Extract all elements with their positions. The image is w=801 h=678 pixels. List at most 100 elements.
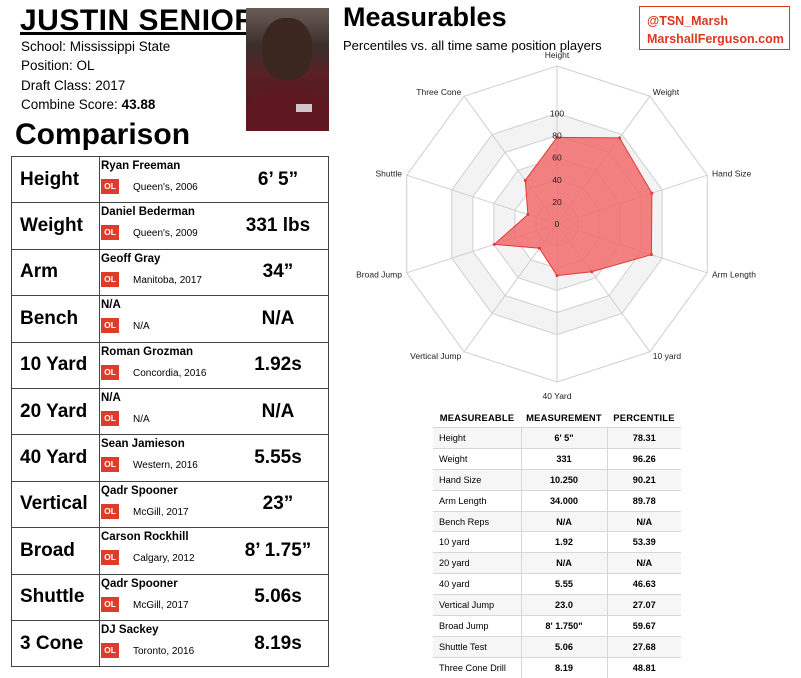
header-measurement: MEASUREMENT xyxy=(526,411,602,423)
comparison-player-cell: DJ Sackey OL Toronto, 2016 xyxy=(99,619,228,668)
radar-axis-label: 10 yard xyxy=(653,351,682,361)
position-badge: OL xyxy=(101,457,119,473)
comparison-player-cell: Qadr Spooner OL McGill, 2017 xyxy=(99,573,228,621)
comparison-player-name: Daniel Bederman xyxy=(101,206,195,219)
comparison-player-cell: Qadr Spooner OL McGill, 2017 xyxy=(99,480,228,529)
position-badge: OL xyxy=(101,364,119,380)
comparison-player-name: Qadr Spooner xyxy=(101,577,178,590)
measurement-name: Bench Reps xyxy=(433,510,521,532)
comparison-player-cell: Geoff Gray OL Manitoba, 2017 xyxy=(99,248,228,297)
measurement-percentile: 53.39 xyxy=(607,531,681,553)
comparison-row: Bench N/A OL N/A N/A xyxy=(11,295,329,343)
radar-axis-label: Weight xyxy=(653,87,680,97)
measurement-table-header: MEASUREABLE MEASUREMENT PERCENTILE xyxy=(433,407,681,428)
measurement-value: 6' 5" xyxy=(520,427,608,449)
credit-site: MarshallFerguson.com xyxy=(647,32,784,46)
measurement-row: Broad Jump 8' 1.750" 59.67 xyxy=(433,615,681,637)
combine-score-label: Combine Score: xyxy=(21,97,118,112)
comparison-value: 23” xyxy=(228,480,329,529)
comparison-metric-label: 40 Yard xyxy=(11,434,100,482)
player-photo xyxy=(246,8,329,131)
comparison-row: Shuttle Qadr Spooner OL McGill, 2017 5.06s xyxy=(11,573,329,621)
comparison-value: 1.92s xyxy=(228,341,329,389)
comparison-player-cell: Carson Rockhill OL Calgary, 2012 xyxy=(99,527,228,575)
measurement-row: Shuttle Test 5.06 27.68 xyxy=(433,635,681,658)
comparison-value: N/A xyxy=(228,387,329,436)
measurement-name: Arm Length xyxy=(433,489,521,512)
comparison-player-name: N/A xyxy=(101,299,121,312)
comparison-value: 331 lbs xyxy=(228,202,329,250)
measurement-row: Vertical Jump 23.0 27.07 xyxy=(433,594,681,616)
measurement-percentile: 27.07 xyxy=(607,594,681,616)
measurement-percentile: 89.78 xyxy=(607,489,681,512)
measurement-value: 10.250 xyxy=(520,468,608,491)
comparison-row: Broad Carson Rockhill OL Calgary, 2012 8’ 1.… xyxy=(11,527,329,575)
comparison-player-school: McGill, 2017 xyxy=(133,599,189,611)
radar-tick-label: 40 xyxy=(552,175,562,185)
measurement-name: Three Cone Drill xyxy=(433,656,521,678)
radar-chart: 0 20 40 60 80 100 Height Weight Hand Size Arm Len… xyxy=(356,50,756,401)
comparison-player-name: Geoff Gray xyxy=(101,252,161,265)
photo-head-shape xyxy=(262,18,312,80)
measurement-row: 40 yard 5.55 46.63 xyxy=(433,573,681,595)
position-badge: OL xyxy=(101,596,119,612)
measurement-name: 20 yard xyxy=(433,552,521,574)
comparison-metric-label: 3 Cone xyxy=(11,619,100,668)
radar-data-point xyxy=(555,135,559,139)
measurement-name: Vertical Jump xyxy=(433,594,521,616)
radar-data-point xyxy=(537,246,541,250)
radar-axis-label: Three Cone xyxy=(416,87,461,97)
measurement-row: Arm Length 34.000 89.78 xyxy=(433,489,681,512)
measurement-row: Hand Size 10.250 90.21 xyxy=(433,468,681,491)
comparison-title: Comparison xyxy=(15,118,191,151)
measurement-percentile: 78.31 xyxy=(607,427,681,449)
comparison-row: 10 Yard Roman Grozman OL Concordia, 2016 1.9… xyxy=(11,341,329,389)
comparison-value: 5.06s xyxy=(228,573,329,621)
radar-tick-label: 100 xyxy=(550,108,564,118)
comparison-player-school: N/A xyxy=(133,321,150,333)
measurement-row: 10 yard 1.92 53.39 xyxy=(433,531,681,553)
radar-tick-label: 80 xyxy=(552,131,562,141)
comparison-player-name: Roman Grozman xyxy=(101,345,194,358)
comparison-player-name: Sean Jamieson xyxy=(101,438,185,451)
player-school: School: Mississippi State xyxy=(21,39,171,54)
comparison-row: Weight Daniel Bederman OL Queen's, 2009 331 … xyxy=(11,202,329,250)
position-badge: OL xyxy=(101,550,119,566)
comparison-metric-label: Height xyxy=(11,155,100,204)
position-badge: OL xyxy=(101,410,119,426)
measurement-percentile: N/A xyxy=(607,510,681,532)
comparison-row: 40 Yard Sean Jamieson OL Western, 2016 5.55s xyxy=(11,434,329,482)
comparison-row: Arm Geoff Gray OL Manitoba, 2017 34” xyxy=(11,248,329,297)
comparison-metric-label: 20 Yard xyxy=(11,387,100,436)
measurement-value: N/A xyxy=(520,552,608,574)
measurement-value: 5.06 xyxy=(520,635,608,658)
comparison-value: 8.19s xyxy=(228,619,329,668)
radar-data-point xyxy=(650,191,654,195)
comparison-metric-label: Arm xyxy=(11,248,100,297)
radar-data-point xyxy=(526,213,530,217)
comparison-player-cell: N/A OL N/A xyxy=(99,387,228,436)
measurement-percentile: 46.63 xyxy=(607,573,681,595)
comparison-player-cell: Ryan Freeman OL Queen's, 2006 xyxy=(99,155,228,204)
comparison-player-school: Western, 2016 xyxy=(133,460,198,472)
measurement-name: 40 yard xyxy=(433,573,521,595)
comparison-player-school: Calgary, 2012 xyxy=(133,553,195,565)
comparison-metric-label: Weight xyxy=(11,202,100,250)
measurement-row: 20 yard N/A N/A xyxy=(433,552,681,574)
credit-box: @TSN_Marsh MarshallFerguson.com xyxy=(639,6,790,50)
position-badge: OL xyxy=(101,179,119,194)
measurement-value: 8' 1.750" xyxy=(520,615,608,637)
header-measureable: MEASUREABLE xyxy=(439,411,515,423)
measurement-row: Height 6' 5" 78.31 xyxy=(433,427,681,449)
credit-handle: @TSN_Marsh xyxy=(647,14,728,28)
comparison-player-school: McGill, 2017 xyxy=(133,506,189,518)
comparison-value: 5.55s xyxy=(228,434,329,482)
measurables-title: Measurables xyxy=(343,2,507,32)
comparison-metric-label: Bench xyxy=(11,295,100,343)
comparison-player-cell: Sean Jamieson OL Western, 2016 xyxy=(99,434,228,482)
comparison-row: 20 Yard N/A OL N/A N/A xyxy=(11,387,329,436)
radar-data-point xyxy=(492,242,496,246)
radar-tick-label: 20 xyxy=(552,197,562,207)
comparison-player-name: Ryan Freeman xyxy=(101,160,181,172)
radar-data-point xyxy=(649,253,653,257)
